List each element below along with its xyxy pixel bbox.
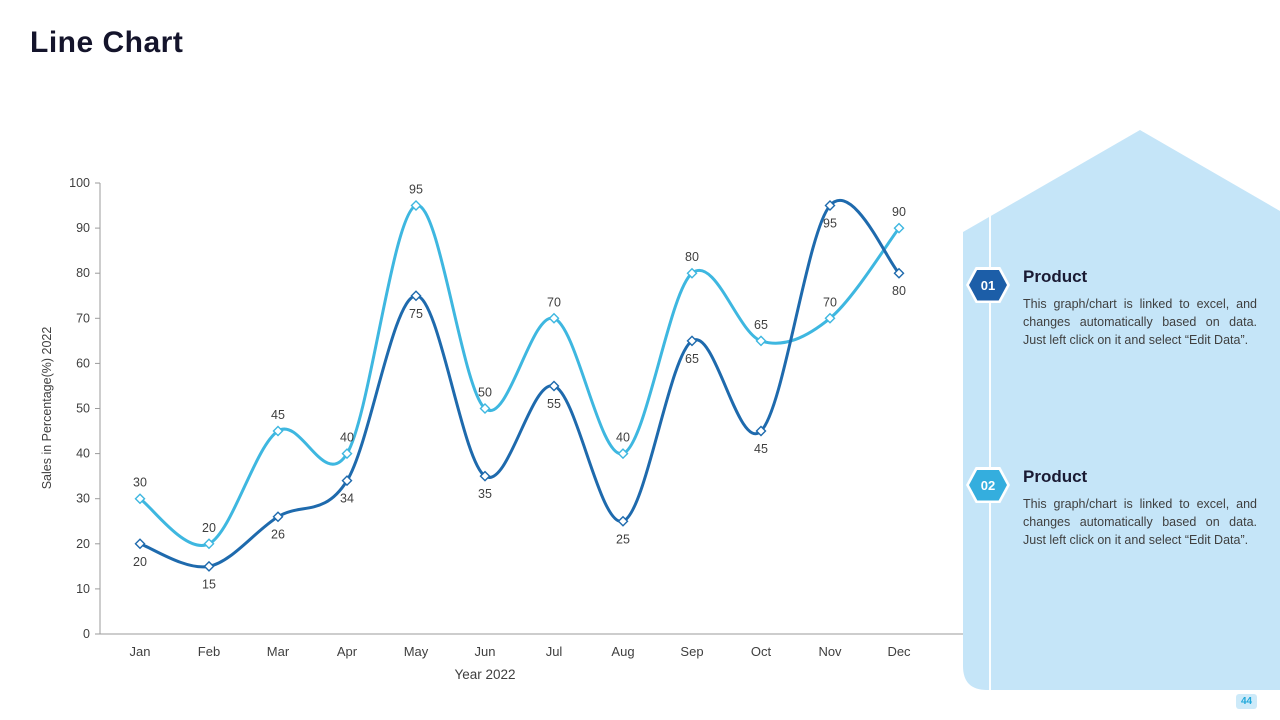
info-title: Product — [1023, 467, 1088, 486]
data-label-product-1: 40 — [340, 431, 354, 445]
data-label-product-1: 50 — [478, 386, 492, 400]
y-tick-label: 70 — [76, 311, 90, 325]
panel-divider-line — [989, 204, 991, 690]
panel-shape-path — [963, 130, 1280, 690]
x-tick-label: May — [404, 644, 429, 659]
data-label-product-1: 30 — [133, 476, 147, 490]
data-label-product-1: 70 — [547, 295, 561, 309]
x-tick-label: Jul — [546, 644, 563, 659]
marker-product-1 — [824, 312, 836, 324]
marker-product-1 — [893, 222, 905, 234]
series-line-product-2 — [138, 199, 901, 569]
x-tick-label: Nov — [818, 644, 842, 659]
data-label-product-2: 75 — [409, 307, 423, 321]
x-tick-label: Sep — [680, 644, 703, 659]
hexagon-badge-01: 01 — [966, 267, 1010, 303]
info-block-02: 02 Product This graph/chart is linked to… — [966, 467, 1266, 549]
y-tick-label: 20 — [76, 537, 90, 551]
y-tick-label: 100 — [69, 176, 90, 190]
data-label-product-1: 70 — [823, 295, 837, 309]
marker-product-2 — [272, 511, 284, 523]
x-tick-label: Mar — [267, 644, 290, 659]
data-label-product-2: 65 — [685, 352, 699, 366]
data-label-product-2: 34 — [340, 492, 354, 506]
y-tick-label: 90 — [76, 221, 90, 235]
data-label-product-1: 40 — [616, 431, 630, 445]
x-tick-label: Jan — [130, 644, 151, 659]
hexagon-badge-01-fill: 01 — [969, 269, 1007, 301]
y-tick-label: 0 — [83, 627, 90, 641]
marker-product-1 — [479, 403, 491, 414]
hexagon-badge-02: 02 — [966, 467, 1010, 503]
page-number-badge: 44 — [1236, 694, 1258, 709]
info-body: This graph/chart is linked to excel, and… — [1023, 497, 1257, 547]
marker-product-1 — [755, 335, 767, 347]
data-label-product-2: 25 — [616, 532, 630, 546]
data-label-product-2: 45 — [754, 442, 768, 456]
marker-product-2 — [410, 290, 422, 302]
y-tick-label: 80 — [76, 266, 90, 280]
data-label-product-2: 95 — [823, 217, 837, 231]
data-label-product-1: 95 — [409, 183, 423, 197]
y-tick-label: 60 — [76, 356, 90, 370]
data-label-product-1: 20 — [202, 521, 216, 535]
x-tick-label: Oct — [751, 644, 772, 659]
data-label-product-1: 80 — [685, 250, 699, 264]
marker-product-1 — [203, 538, 215, 550]
marker-product-2 — [893, 267, 905, 279]
marker-product-1 — [686, 267, 698, 279]
marker-product-2 — [755, 425, 767, 437]
axes — [99, 183, 990, 635]
marker-product-2 — [479, 470, 491, 482]
info-block-01: 01 Product This graph/chart is linked to… — [966, 267, 1266, 349]
marker-product-2 — [203, 560, 215, 572]
x-tick-label: Dec — [887, 644, 911, 659]
info-panel-arrow-shape — [963, 130, 1280, 690]
line-chart[interactable]: 0 10 20 30 40 50 60 70 80 90 100 Jan Feb Mar Apr May Jun… — [40, 170, 1000, 690]
x-axis-title: Year 2022 — [454, 667, 515, 682]
marker-product-1 — [617, 448, 629, 460]
marker-product-1 — [272, 425, 284, 437]
badge-number: 01 — [980, 277, 996, 293]
panel-shape-svg — [963, 130, 1280, 690]
x-tick-label: Aug — [611, 644, 634, 659]
info-body: This graph/chart is linked to excel, and… — [1023, 297, 1257, 347]
data-label-product-2: 35 — [478, 487, 492, 501]
data-label-product-2: 20 — [133, 555, 147, 569]
marker-product-2 — [134, 538, 146, 550]
data-label-product-1: 45 — [271, 408, 285, 422]
y-axis-title: Sales in Percentage(%) 2022 — [40, 327, 54, 490]
x-tick-label: Jun — [475, 644, 496, 659]
data-label-product-2: 55 — [547, 397, 561, 411]
marker-product-2 — [617, 515, 629, 527]
y-tick-label: 10 — [76, 582, 90, 596]
marker-product-2 — [686, 335, 698, 347]
data-label-product-1: 90 — [892, 205, 906, 219]
y-tick-label: 30 — [76, 492, 90, 506]
marker-product-2 — [824, 200, 836, 212]
hexagon-badge-02-fill: 02 — [969, 469, 1007, 501]
y-tick-label: 40 — [76, 447, 90, 461]
marker-product-1 — [341, 448, 353, 460]
x-tick-label: Apr — [337, 644, 358, 659]
marker-product-1 — [134, 493, 146, 505]
x-tick-label: Feb — [198, 644, 220, 659]
data-label-product-2: 80 — [892, 284, 906, 298]
marker-product-1 — [410, 200, 422, 212]
data-label-product-2: 15 — [202, 577, 216, 591]
series-line-product-1 — [138, 204, 901, 547]
marker-product-2 — [341, 475, 353, 487]
badge-number: 02 — [980, 477, 996, 493]
marker-product-1 — [548, 312, 560, 324]
data-label-product-1: 65 — [754, 318, 768, 332]
page-title: Line Chart — [30, 26, 184, 59]
y-tick-label: 50 — [76, 402, 90, 416]
data-label-product-2: 26 — [271, 528, 285, 542]
marker-product-2 — [548, 380, 560, 392]
info-title: Product — [1023, 267, 1088, 286]
